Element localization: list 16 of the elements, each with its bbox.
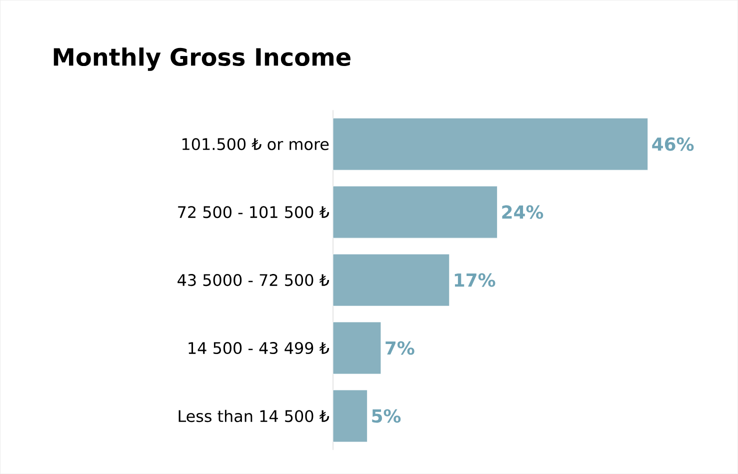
bar [332,186,498,238]
y-tick-label: 101.500 ₺ or more [182,138,329,150]
bar [332,322,382,374]
data-label: 17% [454,273,496,287]
y-tick-label: Less than 14 500 ₺ [178,410,330,422]
y-tick-label: 43 5000 - 72 500 ₺ [178,274,330,286]
data-label: 7% [386,341,414,355]
data-label: 46% [652,137,694,151]
y-tick-label: 14 500 - 43 499 ₺ [188,342,330,354]
chart-title: Monthly Gross Income [54,47,350,71]
y-tick-label: 72 500 - 101 500 ₺ [178,206,330,218]
bar [332,390,368,442]
bar [332,118,648,170]
data-label: 24% [502,205,544,219]
data-label: 5% [372,409,401,423]
bar [332,254,450,306]
